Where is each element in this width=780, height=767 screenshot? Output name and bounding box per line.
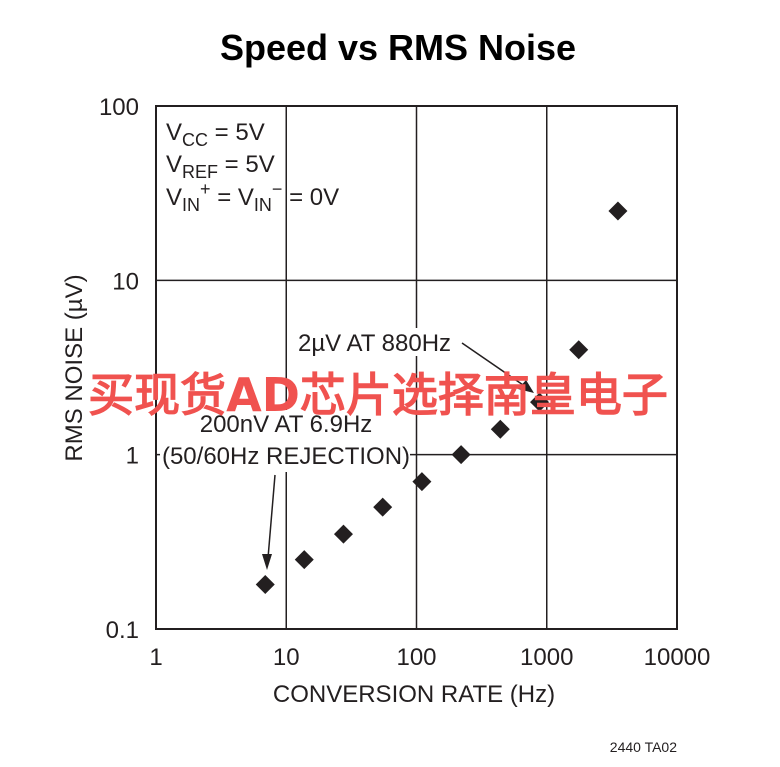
- figure-code: 2440 TA02: [610, 739, 677, 755]
- x-tick-label-100: 100: [396, 644, 436, 671]
- data-point-4: [412, 472, 432, 492]
- condition-vcc: VCC = 5V: [166, 119, 265, 150]
- y-tick-label-100: 100: [99, 94, 139, 121]
- x-tick-label-1: 1: [149, 644, 162, 671]
- data-point-9: [608, 201, 628, 221]
- condition-vref: VREF = 5V: [166, 151, 275, 182]
- data-point-7: [530, 392, 550, 412]
- y-axis-label: RMS NOISE (µV): [61, 274, 88, 461]
- data-point-2: [333, 524, 353, 544]
- watermark-text: 买现货AD芯片选择南皇电子: [88, 368, 668, 422]
- annotation-6p9hz-line1: 200nV AT 6.9Hz: [200, 411, 373, 438]
- x-tick-labels: 1 10 100 1000 10000: [149, 644, 710, 671]
- data-points: [255, 201, 628, 594]
- x-tick-label-10000: 10000: [644, 644, 711, 671]
- y-tick-label-10: 10: [112, 268, 139, 295]
- annotation-880hz: 2µV AT 880Hz: [298, 330, 451, 357]
- plot-frame: [155, 105, 678, 630]
- y-tick-label-1: 1: [126, 443, 139, 470]
- x-tick-label-10: 10: [273, 644, 300, 671]
- test-conditions: VCC = 5V VREF = 5V VIN+ = VIN− = 0V: [166, 119, 339, 215]
- annotation-880hz-bg: [294, 328, 458, 356]
- data-point-8: [569, 340, 589, 360]
- x-tick-label-1000: 1000: [520, 644, 573, 671]
- annotation-880hz-arrow-line: [461, 342, 527, 388]
- data-point-5: [451, 445, 471, 465]
- annotation-6p9hz-arrow-line: [267, 474, 276, 559]
- annotation-6p9hz-line2: (50/60Hz REJECTION): [162, 443, 410, 470]
- data-point-6: [490, 419, 510, 439]
- data-point-1: [294, 550, 314, 570]
- y-tick-labels: 0.1 1 10 100: [99, 94, 139, 644]
- chart-title: Speed vs RMS Noise: [220, 27, 576, 68]
- annotation-880hz-arrowhead: [518, 380, 534, 393]
- annotation-6p9hz-bg: [160, 410, 410, 472]
- condition-vin: VIN+ = VIN− = 0V: [166, 179, 339, 215]
- annotation-6p9hz-arrowhead: [262, 554, 272, 570]
- data-point-0: [255, 574, 275, 594]
- x-axis-label: CONVERSION RATE (Hz): [273, 681, 555, 708]
- data-point-3: [373, 497, 393, 517]
- y-tick-label-0.1: 0.1: [106, 617, 139, 644]
